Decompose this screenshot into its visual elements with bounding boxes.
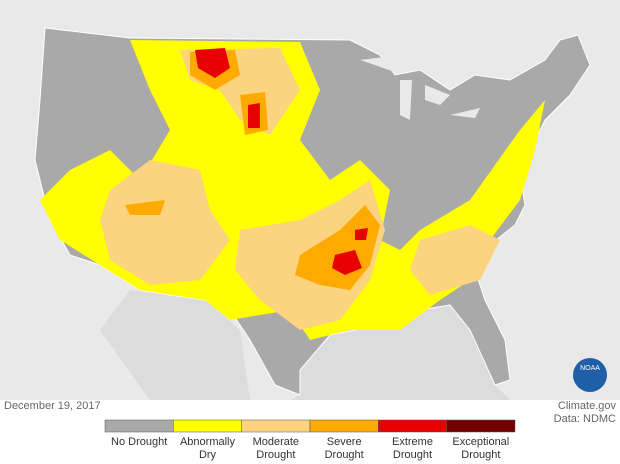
- noaa-logo: [573, 358, 607, 392]
- legend-label: Abnormally Dry: [179, 436, 235, 461]
- moderate-region: [100, 48, 500, 330]
- legend-swatch: [173, 419, 242, 433]
- data-credit: Data: NDMC: [554, 413, 616, 425]
- legend-label: Severe Drought: [324, 436, 364, 461]
- great-lakes: [360, 55, 480, 120]
- legend-swatch: [309, 419, 379, 433]
- legend-swatch: [104, 419, 174, 433]
- legend-label: Moderate Drought: [252, 436, 300, 461]
- legend-label: Extreme Drought: [392, 436, 433, 461]
- legend-label: No Drought: [111, 436, 168, 448]
- noaa-logo-text: NOAA: [580, 365, 600, 372]
- extreme-region: [195, 48, 368, 275]
- map-date: December 19, 2017: [4, 400, 101, 412]
- source: Climate.gov: [558, 400, 617, 412]
- legend: [104, 419, 516, 433]
- legend-swatch: [446, 419, 516, 433]
- legend-swatch: [241, 419, 311, 433]
- legend-swatch: [378, 419, 447, 433]
- legend-label: Exceptional Drought: [452, 436, 510, 461]
